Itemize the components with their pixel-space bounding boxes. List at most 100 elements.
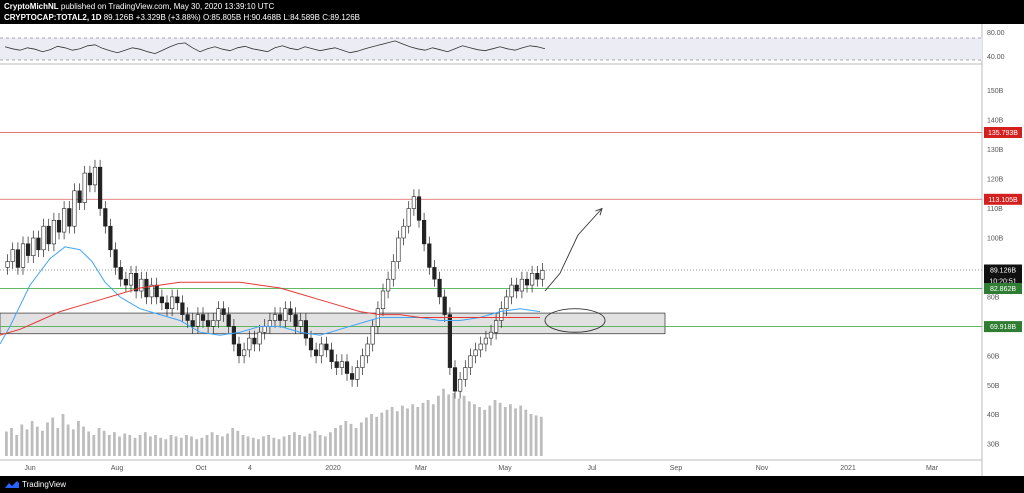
volume-bar xyxy=(5,431,8,456)
volume-bar xyxy=(334,428,337,456)
volume-bar xyxy=(46,422,49,456)
ohlc-open: O:85.805B xyxy=(202,13,242,22)
volume-bar xyxy=(97,428,101,456)
candle-body xyxy=(46,225,51,245)
volume-bar xyxy=(179,437,183,456)
volume-bar xyxy=(519,405,523,456)
candle-body xyxy=(175,296,180,304)
price-tick-label: 140B xyxy=(987,118,1004,125)
chart-area[interactable]: 80.00 40.00 150B 140B 130B 120B 110B 100B 80B 60B… xyxy=(0,24,1024,476)
candle-body xyxy=(31,237,36,257)
volume-bar xyxy=(308,433,312,456)
candle-body xyxy=(277,314,283,321)
volume-bar xyxy=(277,439,281,456)
ohlc-low: L:84.589B xyxy=(283,13,320,22)
volume-bar xyxy=(149,436,152,456)
candle-body xyxy=(77,190,82,203)
volume-bar xyxy=(534,415,538,456)
candle-body xyxy=(339,361,345,368)
volume-bar xyxy=(411,404,415,456)
price-tick-label: 130B xyxy=(987,147,1004,154)
volume-bar xyxy=(344,421,348,456)
candle-body xyxy=(370,326,375,345)
candle-body xyxy=(406,208,411,227)
time-tick-label: Oct xyxy=(196,465,207,472)
volume-bar xyxy=(437,395,440,456)
candle-body xyxy=(180,302,185,315)
candle-body xyxy=(509,284,514,298)
volume-bar xyxy=(61,414,65,456)
volume-bar xyxy=(51,417,55,456)
candle-body xyxy=(380,290,386,310)
candle-body xyxy=(319,343,324,357)
volume-bar xyxy=(421,402,425,456)
volume-bar xyxy=(267,435,271,456)
candle-body xyxy=(262,326,267,333)
candle-body xyxy=(15,249,21,268)
author-name[interactable]: CryptoMichNL xyxy=(4,2,59,11)
volume-bar xyxy=(390,407,394,456)
candle-body xyxy=(118,267,123,280)
volume-bar xyxy=(524,409,528,456)
candle-body xyxy=(519,278,524,292)
volume-bar xyxy=(442,388,445,456)
volume-bar xyxy=(164,439,168,456)
chart-header: CryptoMichNL published on TradingView.co… xyxy=(0,0,1024,24)
volume-bar xyxy=(143,432,147,456)
footer-brand[interactable]: TradingView xyxy=(22,480,67,489)
volume-bar xyxy=(20,424,24,456)
candle-body xyxy=(10,249,15,262)
candle-body xyxy=(427,243,432,268)
candle-body xyxy=(267,320,273,327)
candle-body xyxy=(56,220,62,233)
candle-body xyxy=(298,320,303,327)
price-tick-label: 60B xyxy=(987,353,1000,360)
candle-body xyxy=(411,196,417,209)
candle-body xyxy=(344,361,350,374)
time-tick-label: Mar xyxy=(926,465,939,472)
volume-bar xyxy=(457,398,461,456)
volume-bar xyxy=(138,435,142,456)
volume-bar xyxy=(483,409,487,456)
time-tick-label: 2020 xyxy=(325,465,341,472)
volume-bar xyxy=(56,428,60,456)
candle-body xyxy=(416,196,422,221)
ohlc-close: C:89.126B xyxy=(322,13,361,22)
volume-bar xyxy=(35,426,39,456)
volume-bar xyxy=(231,428,235,456)
candle-body xyxy=(478,343,483,351)
volume-bar xyxy=(416,407,420,456)
candle-body xyxy=(493,320,499,333)
volume-bar xyxy=(128,435,132,456)
volume-bar xyxy=(66,424,70,456)
price-chart-svg[interactable]: 80.00 40.00 150B 140B 130B 120B 110B 100B 80B 60B… xyxy=(0,24,1024,476)
volume-bar xyxy=(82,426,85,456)
candle-body xyxy=(190,320,195,327)
volume-bar xyxy=(406,408,409,456)
candle-body xyxy=(108,225,113,251)
candle-body xyxy=(442,296,447,315)
candle-body xyxy=(113,249,118,268)
candle-body xyxy=(303,320,309,339)
rsi-tick-label: 40.00 xyxy=(987,54,1005,61)
volume-bar xyxy=(462,395,466,456)
volume-bar xyxy=(426,400,430,456)
price-label-tag xyxy=(984,283,1022,294)
volume-bar xyxy=(503,407,507,456)
projection-arrow-head xyxy=(595,207,603,216)
candle-body xyxy=(154,284,159,298)
candle-body xyxy=(540,270,545,280)
volume-bar xyxy=(25,429,29,456)
candle-body xyxy=(385,278,391,292)
volume-bar xyxy=(30,421,34,456)
candle-body xyxy=(247,337,252,351)
tradingview-logo-icon[interactable] xyxy=(4,479,20,490)
volume-bar xyxy=(174,436,178,456)
candle-body xyxy=(360,355,365,368)
symbol-name[interactable]: CRYPTOCAP:TOTAL2, 1D xyxy=(4,13,102,22)
volume-bar xyxy=(329,432,332,456)
annotation-ellipse xyxy=(544,308,606,333)
candle-body xyxy=(488,331,494,339)
volume-bar xyxy=(452,393,456,456)
